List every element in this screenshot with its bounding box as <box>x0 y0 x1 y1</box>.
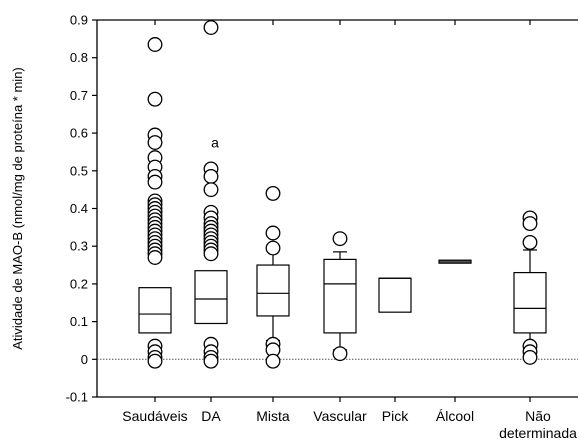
outlier-point <box>147 91 163 107</box>
box-3 <box>323 231 357 362</box>
box-iqr <box>438 259 472 264</box>
annotation-label: a <box>211 135 219 151</box>
y-tick-label: 0.5 <box>70 163 88 178</box>
outlier-point <box>265 185 281 201</box>
outlier-point <box>265 353 281 369</box>
y-tick-label: 0.4 <box>70 201 88 216</box>
outlier-point <box>147 250 163 265</box>
x-category-label: Vascular <box>313 408 367 424</box>
outlier-point <box>147 135 163 150</box>
outlier-point <box>522 234 538 250</box>
box-series <box>138 20 547 369</box>
outlier-point <box>265 225 281 241</box>
y-tick-label: 0.7 <box>70 88 88 103</box>
axes: -0.1 0 0.1 0.2 0.3 0.4 0.5 0.6 0.7 0.8 0.9 Atividad… <box>10 13 578 441</box>
y-tick-label: 0.6 <box>70 126 88 141</box>
box-6 <box>513 210 547 365</box>
outlier-point <box>147 353 163 369</box>
y-tick-label: 0.8 <box>70 50 88 65</box>
x-category-label: Mista <box>256 408 290 424</box>
box-iqr <box>378 277 412 313</box>
outlier-point <box>203 246 219 262</box>
y-axis-title: Atividade de MAO-B (nmol/mg de proteína … <box>10 67 25 350</box>
outlier-point <box>203 353 219 369</box>
x-category-label: Pick <box>382 408 409 424</box>
outlier-point <box>203 182 219 198</box>
y-tick-label: 0.2 <box>70 276 88 291</box>
outlier-point <box>147 37 163 52</box>
outlier-point <box>203 20 219 35</box>
box-iqr <box>194 270 228 325</box>
box-5 <box>438 259 472 264</box>
outlier-point <box>203 169 219 184</box>
x-category-label: Não determinada <box>499 408 577 441</box>
box-iqr <box>323 258 357 334</box>
annotations: a <box>211 135 219 151</box>
outlier-point <box>265 240 281 256</box>
box-1 <box>194 20 228 369</box>
x-category-label: Saudáveis <box>122 408 187 424</box>
outlier-point <box>147 174 163 190</box>
box-4 <box>378 277 412 313</box>
x-category-label: DA <box>201 408 221 424</box>
box-0 <box>138 37 172 369</box>
y-tick-label: 0.9 <box>70 13 88 28</box>
box-2 <box>256 185 290 369</box>
x-category-label: Álcool <box>436 408 474 424</box>
outlier-point <box>522 349 538 365</box>
box-iqr <box>138 287 172 334</box>
y-tick-label: 0.3 <box>70 239 88 254</box>
y-tick-label: 0.1 <box>70 314 88 329</box>
y-tick-label: 0 <box>81 352 88 367</box>
outlier-point <box>332 346 348 362</box>
outlier-point <box>522 216 538 232</box>
box-iqr <box>513 271 547 334</box>
box-iqr <box>256 264 290 317</box>
y-tick-label: -0.1 <box>66 390 88 405</box>
outlier-point <box>332 231 348 247</box>
